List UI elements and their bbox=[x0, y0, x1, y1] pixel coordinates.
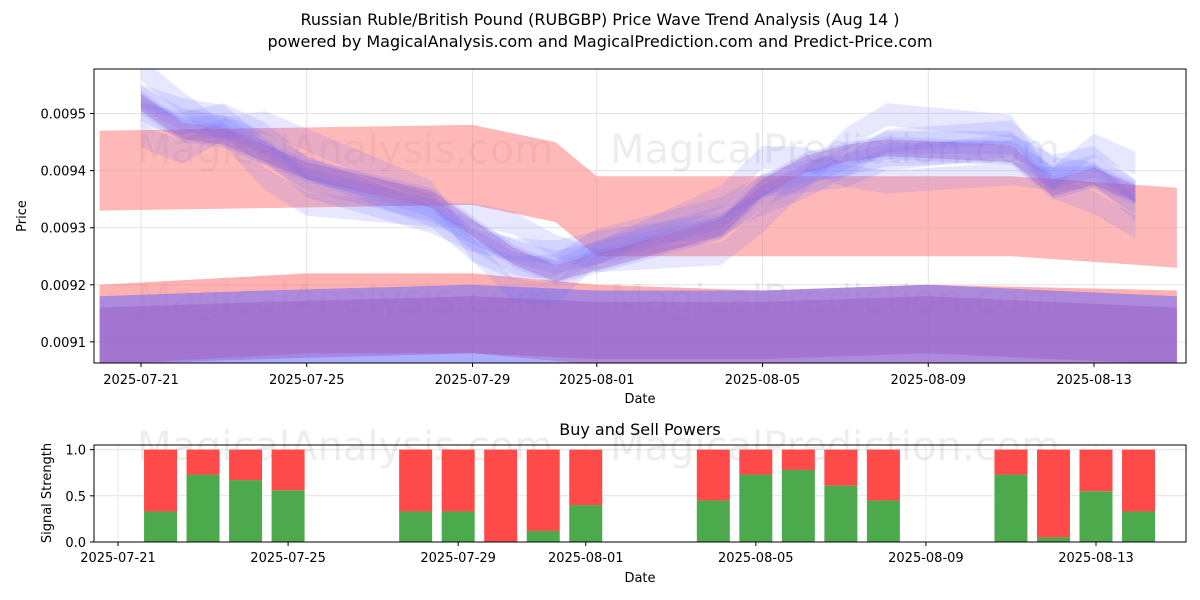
sell-bar bbox=[229, 449, 263, 481]
sell-bar bbox=[526, 449, 560, 531]
sell-bar bbox=[144, 449, 178, 512]
signal-x-tick-label: 2025-08-13 bbox=[1058, 551, 1134, 566]
sell-bar bbox=[994, 449, 1028, 475]
blue-wave-ribbon bbox=[141, 103, 1136, 280]
sell-bar bbox=[441, 449, 475, 512]
sell-bar bbox=[569, 449, 603, 506]
price-y-tick-label: 0.0092 bbox=[41, 279, 87, 294]
sell-bar bbox=[739, 449, 773, 475]
buy-bar bbox=[271, 490, 305, 542]
price-x-tick-label: 2025-08-09 bbox=[890, 373, 966, 388]
price-x-tick-label: 2025-08-01 bbox=[559, 373, 635, 388]
price-y-axis-label: Price bbox=[15, 200, 30, 232]
signal-y-tick-label: 1.0 bbox=[65, 444, 86, 459]
price-x-tick-label: 2025-07-29 bbox=[435, 373, 511, 388]
signal-axes-frame bbox=[93, 444, 1187, 543]
sell-bar bbox=[1079, 449, 1113, 492]
blue-wave-ribbon bbox=[141, 69, 1136, 273]
buy-bar bbox=[441, 511, 475, 542]
signal-chart-title: Buy and Sell Powers bbox=[559, 420, 721, 439]
price-x-tick-label: 2025-07-21 bbox=[103, 373, 179, 388]
sell-bar bbox=[781, 449, 815, 470]
blue-wave-core bbox=[141, 93, 1136, 282]
chart-subtitle: powered by MagicalAnalysis.com and Magic… bbox=[267, 32, 932, 51]
sell-bar bbox=[271, 449, 305, 491]
price-y-tick-label: 0.0095 bbox=[41, 108, 87, 123]
buy-bar bbox=[1036, 537, 1070, 542]
price-wave-plot bbox=[99, 69, 1177, 363]
blue-wave-band-low bbox=[99, 284, 1177, 363]
signal-y-tick-label: 0.0 bbox=[65, 536, 86, 551]
buy-bar bbox=[1122, 511, 1156, 542]
overlap-wave-band-low bbox=[99, 296, 1177, 363]
price-y-tick-label: 0.0091 bbox=[41, 336, 87, 351]
signal-y-tick-label: 0.5 bbox=[65, 490, 86, 505]
signal-bar-plot bbox=[144, 449, 1156, 542]
buy-bar bbox=[229, 480, 263, 542]
price-axes-frame bbox=[93, 68, 1187, 364]
price-x-tick-label: 2025-08-13 bbox=[1056, 373, 1132, 388]
buy-bar bbox=[866, 500, 900, 542]
blue-wave-ribbon bbox=[141, 98, 1136, 283]
sell-bar bbox=[824, 449, 858, 486]
price-y-tick-label: 0.0094 bbox=[41, 165, 87, 180]
sell-bar bbox=[399, 449, 433, 512]
sell-bar bbox=[866, 449, 900, 501]
buy-bar bbox=[994, 474, 1028, 542]
signal-y-axis-label: Signal Strength bbox=[40, 443, 55, 543]
watermark-prediction: MagicalPrediction.com bbox=[610, 127, 1060, 173]
signal-x-tick-label: 2025-07-25 bbox=[250, 551, 326, 566]
buy-bar bbox=[824, 485, 858, 542]
buy-bar bbox=[696, 500, 730, 542]
price-x-ticks: 2025-07-21 2025-07-25 2025-07-29 2025-08-01… bbox=[103, 363, 1132, 388]
signal-x-tick-label: 2025-07-21 bbox=[80, 551, 156, 566]
buy-bar bbox=[526, 530, 560, 542]
blue-wave-ribbon bbox=[141, 84, 1136, 264]
buy-bar bbox=[569, 505, 603, 542]
signal-x-tick-label: 2025-08-05 bbox=[718, 551, 794, 566]
buy-bar bbox=[1079, 491, 1113, 542]
blue-wave-ribbon bbox=[141, 111, 1136, 306]
price-x-axis-label: Date bbox=[624, 392, 655, 407]
buy-bar bbox=[739, 474, 773, 542]
sell-bar bbox=[1036, 449, 1070, 538]
signal-x-ticks: 2025-07-21 2025-07-25 2025-07-29 2025-08-01… bbox=[80, 542, 1134, 566]
price-x-tick-label: 2025-08-05 bbox=[725, 373, 801, 388]
price-x-tick-label: 2025-07-25 bbox=[269, 373, 345, 388]
buy-bar bbox=[781, 469, 815, 542]
buy-bar bbox=[144, 511, 178, 542]
blue-wave-ribbon bbox=[141, 85, 1136, 274]
sell-bar bbox=[484, 449, 518, 542]
chart-title: Russian Ruble/British Pound (RUBGBP) Pri… bbox=[300, 10, 899, 29]
red-wave-band-high bbox=[99, 124, 1177, 268]
buy-bar bbox=[399, 511, 433, 542]
blue-wave-ribbon bbox=[141, 90, 1136, 285]
signal-x-tick-label: 2025-07-29 bbox=[420, 551, 496, 566]
price-y-tick-label: 0.0093 bbox=[41, 222, 87, 237]
signal-x-axis-label: Date bbox=[624, 571, 655, 586]
signal-y-ticks: 0.0 0.5 1.0 bbox=[65, 444, 94, 551]
sell-bar bbox=[186, 449, 220, 475]
sell-bar bbox=[1122, 449, 1156, 512]
signal-x-tick-label: 2025-08-01 bbox=[548, 551, 624, 566]
price-y-ticks: 0.0091 0.0092 0.0093 0.0094 0.0095 bbox=[41, 108, 94, 351]
signal-x-tick-label: 2025-08-09 bbox=[888, 551, 964, 566]
sell-bar bbox=[696, 449, 730, 501]
buy-bar bbox=[186, 474, 220, 542]
